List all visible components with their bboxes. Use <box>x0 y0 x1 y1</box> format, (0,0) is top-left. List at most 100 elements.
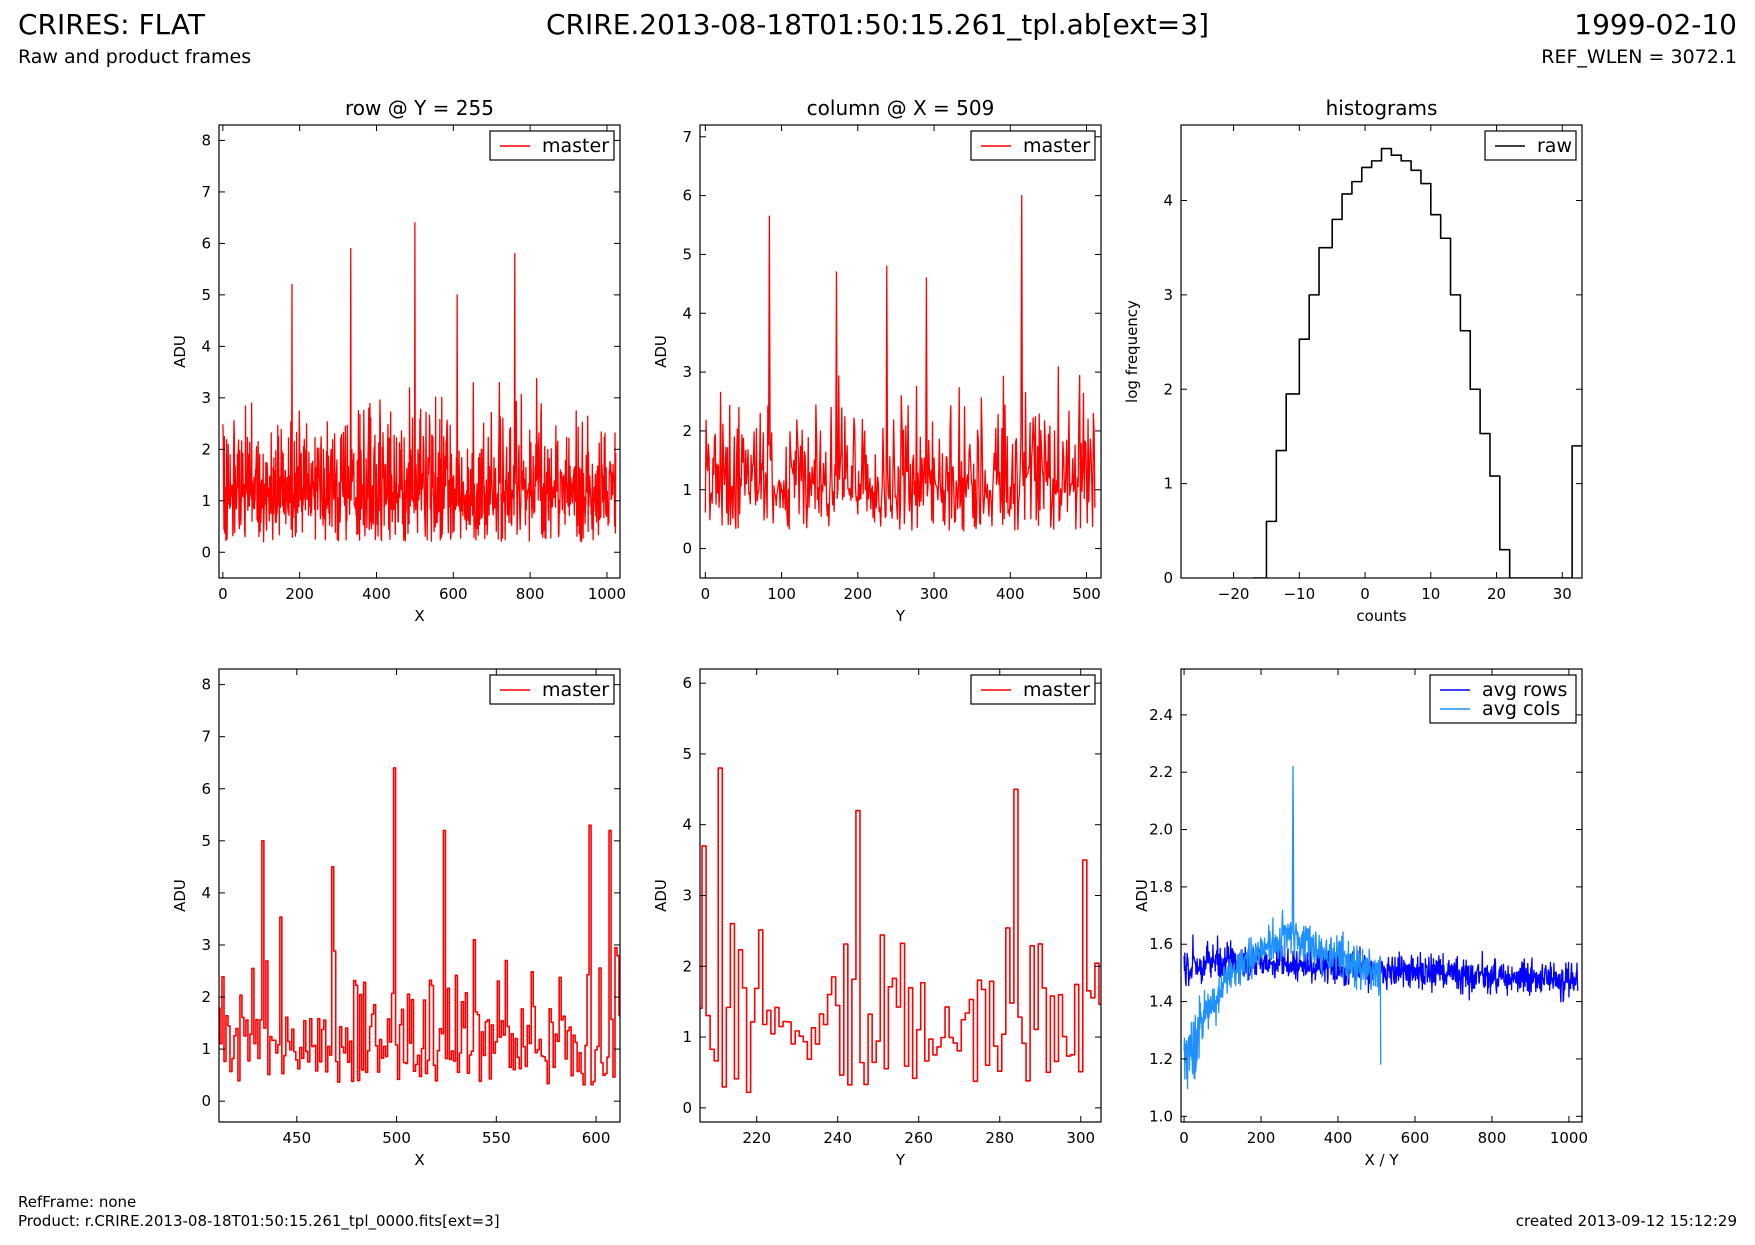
refframe-label: RefFrame: none <box>18 1193 137 1211</box>
x-tick-label: 260 <box>904 1129 933 1147</box>
y-tick-label: 0 <box>201 543 211 561</box>
x-tick-label: 800 <box>516 585 545 603</box>
x-tick-label: 30 <box>1553 585 1572 603</box>
y-tick-label: 1.6 <box>1149 935 1173 953</box>
created-timestamp: created 2013-09-12 15:12:29 <box>1515 1212 1737 1230</box>
series-avg-cols <box>1183 765 1382 1090</box>
plot-area <box>219 767 620 1086</box>
y-tick-label: 4 <box>201 884 211 902</box>
y-tick-label: 7 <box>682 128 692 146</box>
legend: master <box>970 674 1096 705</box>
report-subtitle: Raw and product frames <box>18 46 252 68</box>
legend-label: raw <box>1537 135 1572 157</box>
y-tick-label: 1 <box>682 481 692 499</box>
x-tick-label: 200 <box>1247 1129 1276 1147</box>
x-tick-label: 0 <box>701 585 711 603</box>
x-tick-label: 500 <box>1072 585 1101 603</box>
series-master <box>219 767 620 1086</box>
series-master <box>222 222 617 543</box>
plot-area <box>1253 147 1582 578</box>
y-tick-label: 0 <box>1163 569 1173 587</box>
legend-label: master <box>1023 679 1090 701</box>
y-tick-label: 5 <box>682 245 692 263</box>
x-tick-label: 10 <box>1421 585 1440 603</box>
x-tick-label: 20 <box>1487 585 1506 603</box>
y-tick-label: 1.0 <box>1149 1107 1173 1125</box>
y-axis-label: log frequency <box>1123 300 1141 403</box>
plot-area <box>222 222 617 543</box>
y-tick-label: 2.0 <box>1149 821 1173 839</box>
legend: master <box>970 130 1096 161</box>
x-tick-label: 600 <box>439 585 468 603</box>
legend-box <box>1429 674 1577 724</box>
legend-label: avg rows <box>1482 679 1567 701</box>
chart-panel-5: 220 240 260 280 300 0 1 2 3 4 5 6 Y ADU master <box>652 668 1102 1169</box>
chart-title: column @ X = 509 <box>807 96 995 120</box>
y-tick-label: 1 <box>682 1028 692 1046</box>
y-tick-label: 4 <box>1163 192 1173 210</box>
ref-wlen-label: REF_WLEN = 3072.1 <box>1541 46 1737 68</box>
x-tick-label: 300 <box>920 585 949 603</box>
x-tick-label: 240 <box>823 1129 852 1147</box>
y-tick-label: 3 <box>682 887 692 905</box>
legend-label: master <box>1023 135 1090 157</box>
y-tick-label: 7 <box>201 183 211 201</box>
x-tick-label: 0 <box>1360 585 1370 603</box>
x-tick-label: 500 <box>382 1129 411 1147</box>
y-tick-label: 2.4 <box>1149 706 1173 724</box>
y-tick-label: 1 <box>1163 475 1173 493</box>
x-axis-label: X <box>414 607 424 625</box>
legend-label: master <box>542 679 609 701</box>
y-tick-label: 3 <box>201 389 211 407</box>
y-tick-label: 8 <box>201 676 211 694</box>
legend-label: master <box>542 135 609 157</box>
axes-frame <box>218 124 621 579</box>
series-master <box>700 767 1101 1094</box>
chart-panel-2: 0 100 200 300 400 500 0 1 2 3 4 5 6 7 column @ X = 509… <box>652 96 1102 625</box>
y-tick-label: 4 <box>682 304 692 322</box>
y-tick-label: 8 <box>201 131 211 149</box>
x-tick-label: 400 <box>996 585 1025 603</box>
y-tick-label: 2.2 <box>1149 763 1173 781</box>
y-tick-label: 2 <box>682 957 692 975</box>
report-title: CRIRES: FLAT <box>18 8 205 41</box>
y-tick-label: 4 <box>682 816 692 834</box>
y-tick-label: 5 <box>682 745 692 763</box>
legend-label: avg cols <box>1482 698 1560 720</box>
y-tick-label: 2 <box>1163 380 1173 398</box>
y-tick-label: 3 <box>682 363 692 381</box>
x-axis-label: X / Y <box>1364 1151 1399 1169</box>
plot-area <box>1183 765 1579 1090</box>
y-axis-label: ADU <box>171 335 189 368</box>
series-raw <box>1253 147 1582 578</box>
x-axis-label: X <box>414 1151 424 1169</box>
y-axis-label: ADU <box>1133 879 1151 912</box>
chart-title: histograms <box>1326 96 1438 120</box>
x-axis-label: counts <box>1356 607 1406 625</box>
x-tick-label: 200 <box>285 585 314 603</box>
x-tick-label: −10 <box>1283 585 1315 603</box>
y-tick-label: 4 <box>201 337 211 355</box>
x-tick-label: 1000 <box>588 585 626 603</box>
x-axis-label: Y <box>895 1151 906 1169</box>
axes-frame <box>699 124 1102 579</box>
x-tick-label: −20 <box>1218 585 1250 603</box>
x-tick-label: 600 <box>582 1129 611 1147</box>
x-tick-label: 220 <box>742 1129 771 1147</box>
legend: master <box>489 130 615 161</box>
y-tick-label: 1 <box>201 492 211 510</box>
legend: raw <box>1484 130 1577 161</box>
chart-panel-1: 0 200 400 600 800 1000 0 1 2 3 4 5 6 7 8 row @ Y = 255 X… <box>171 96 626 625</box>
product-label: Product: r.CRIRE.2013-08-18T01:50:15.261… <box>18 1212 500 1230</box>
x-tick-label: 0 <box>1179 1129 1189 1147</box>
y-axis-label: ADU <box>171 879 189 912</box>
x-tick-label: 600 <box>1401 1129 1430 1147</box>
plot-area <box>700 767 1101 1094</box>
y-tick-label: 1.4 <box>1149 993 1173 1011</box>
y-tick-label: 6 <box>682 674 692 692</box>
y-tick-label: 2 <box>201 988 211 1006</box>
y-tick-label: 6 <box>682 187 692 205</box>
x-tick-label: 800 <box>1478 1129 1507 1147</box>
